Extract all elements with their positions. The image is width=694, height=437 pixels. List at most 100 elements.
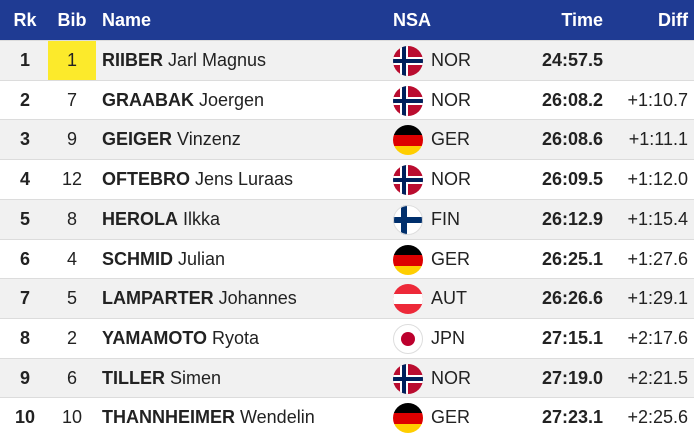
rank: 4	[19, 169, 30, 190]
bib: 5	[66, 288, 77, 309]
result-row: 2 7 GRAABAK Joergen NOR 26:08.2 +1:10.7	[0, 79, 694, 120]
surname: HEROLA	[102, 208, 178, 229]
nsa: GER	[431, 129, 471, 150]
flag	[392, 204, 424, 236]
diff: +1:12.0	[627, 169, 688, 190]
time: 27:23.1	[541, 407, 603, 428]
given-name: Vinzenz	[177, 129, 241, 150]
time: 27:15.1	[541, 327, 603, 348]
diff: +1:10.7	[627, 89, 688, 110]
time: 24:57.5	[541, 50, 603, 70]
nsa: NOR	[431, 50, 471, 70]
surname: SCHMID	[102, 248, 173, 269]
bib: 2	[66, 327, 77, 348]
nsa: NOR	[431, 89, 471, 110]
header-rank: Rk	[13, 9, 37, 30]
header-bib: Bib	[57, 9, 87, 30]
given-name: Ryota	[212, 327, 260, 348]
surname: GRAABAK	[102, 89, 194, 110]
athlete-name: GRAABAK Joergen	[102, 81, 264, 120]
rank: 8	[19, 327, 30, 348]
header-diff: Diff	[658, 9, 688, 30]
time: 26:08.2	[541, 89, 603, 110]
surname: RIIBER	[102, 50, 164, 70]
bib: 7	[66, 89, 77, 110]
bib: 10	[61, 407, 83, 428]
flag	[392, 363, 424, 395]
rank: 3	[19, 129, 30, 150]
athlete-name: THANNHEIMER Wendelin	[102, 398, 315, 437]
diff: +1:11.1	[628, 129, 688, 150]
diff: +2:21.5	[627, 367, 688, 388]
surname: YAMAMOTO	[102, 327, 208, 348]
surname: OFTEBRO	[102, 169, 190, 190]
result-row: 3 9 GEIGER Vinzenz GER 26:08.6 +1:11.1	[0, 119, 694, 160]
result-row: 5 8 HEROLA Ilkka FIN 26:12.9 +1:15.4	[0, 198, 694, 239]
given-name: Joergen	[199, 89, 265, 110]
bib: 12	[61, 169, 83, 190]
given-name: Jens Luraas	[195, 169, 294, 190]
given-name: Jarl Magnus	[168, 50, 267, 70]
athlete-name: GEIGER Vinzenz	[102, 120, 241, 159]
time: 26:08.6	[541, 129, 603, 150]
nsa: AUT	[431, 288, 467, 309]
flag	[392, 45, 424, 77]
given-name: Julian	[178, 248, 226, 269]
surname: TILLER	[102, 367, 165, 388]
result-row: 1 1 RIIBER Jarl Magnus NOR 24:57.5	[0, 40, 694, 80]
surname: LAMPARTER	[102, 288, 214, 309]
result-row: 10 10 THANNHEIMER Wendelin GER 27:23.1 +2:25.6	[0, 397, 694, 437]
rank: 10	[14, 407, 36, 428]
flag	[392, 85, 424, 117]
header-time: Time	[561, 9, 603, 30]
rank: 9	[19, 367, 30, 388]
diff: +2:17.6	[627, 327, 688, 348]
rank: 7	[19, 288, 30, 309]
given-name: Wendelin	[240, 407, 315, 428]
athlete-name: LAMPARTER Johannes	[102, 279, 297, 318]
flag	[392, 164, 424, 196]
flag	[392, 124, 424, 156]
diff: +2:25.6	[627, 407, 688, 428]
result-row: 9 6 TILLER Simen NOR 27:19.0 +2:21.5	[0, 357, 694, 398]
time: 27:19.0	[541, 367, 603, 388]
diff: +1:15.4	[627, 208, 688, 229]
flag	[392, 323, 424, 355]
diff: +1:29.1	[627, 288, 688, 309]
time: 26:26.6	[541, 288, 603, 309]
bib: 1	[48, 41, 96, 80]
athlete-name: HEROLA Ilkka	[102, 200, 220, 239]
nsa: NOR	[431, 367, 471, 388]
surname: GEIGER	[102, 129, 173, 150]
header-nsa: NSA	[393, 9, 432, 30]
rank: 5	[19, 208, 30, 229]
rank: 1	[19, 50, 30, 70]
result-row: 6 4 SCHMID Julian GER 26:25.1 +1:27.6	[0, 238, 694, 279]
nsa: JPN	[431, 327, 466, 348]
nsa: FIN	[431, 208, 460, 229]
result-row: 4 12 OFTEBRO Jens Luraas NOR 26:09.5 +1:12.0	[0, 159, 694, 199]
flag	[392, 402, 424, 434]
result-row: 7 5 LAMPARTER Johannes AUT 26:26.6 +1:29.1	[0, 278, 694, 319]
time: 26:09.5	[541, 169, 603, 190]
athlete-name: RIIBER Jarl Magnus	[102, 41, 266, 80]
given-name: Johannes	[218, 288, 297, 309]
athlete-name: OFTEBRO Jens Luraas	[102, 160, 293, 199]
result-row: 8 2 YAMAMOTO Ryota JPN 27:15.1 +2:17.6	[0, 317, 694, 358]
nsa: GER	[431, 248, 471, 269]
flag	[392, 283, 424, 315]
rank: 6	[19, 248, 30, 269]
nsa: GER	[431, 407, 471, 428]
diff: +1:27.6	[627, 248, 688, 269]
bib: 8	[66, 208, 77, 229]
rank: 2	[19, 89, 30, 110]
bib: 6	[66, 367, 77, 388]
athlete-name: SCHMID Julian	[102, 240, 225, 279]
given-name: Ilkka	[183, 208, 221, 229]
surname: THANNHEIMER	[102, 407, 235, 428]
header-name: Name	[102, 9, 152, 30]
flag	[392, 244, 424, 276]
time: 26:25.1	[541, 248, 603, 269]
time: 26:12.9	[541, 208, 603, 229]
